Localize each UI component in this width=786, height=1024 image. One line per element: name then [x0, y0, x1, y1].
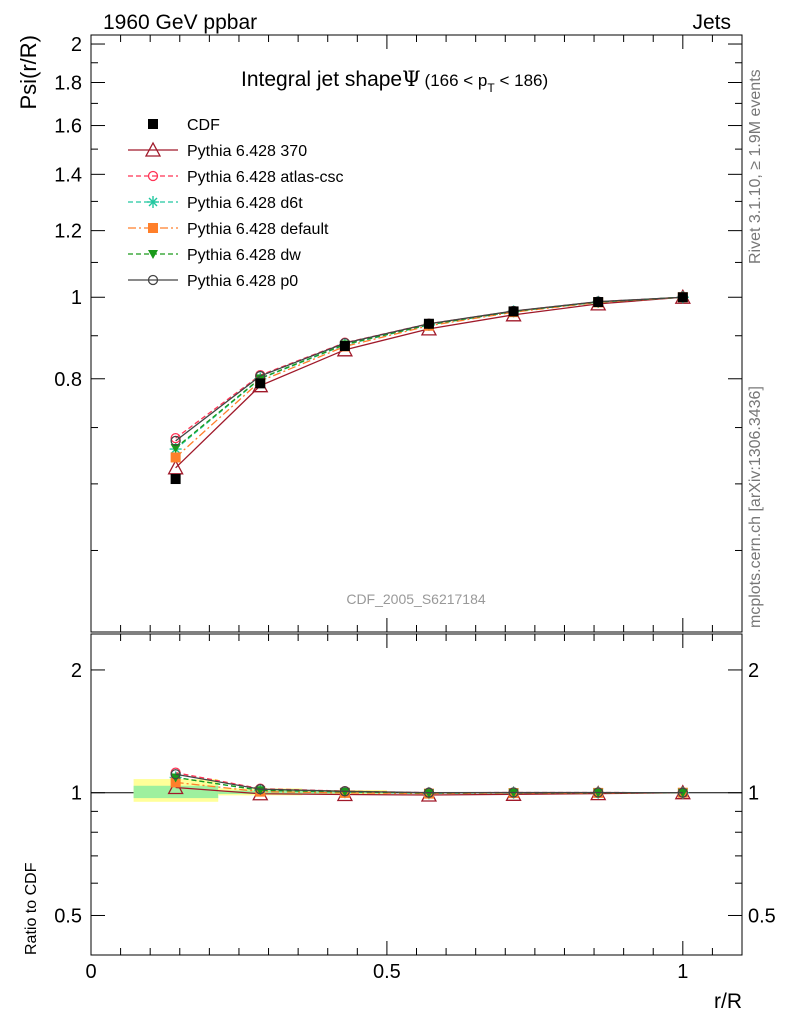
ratio-ytick-label: 1: [71, 783, 82, 805]
ratio-ylabel: Ratio to CDF: [23, 862, 40, 955]
main-ytick-label: 2: [71, 34, 82, 56]
ratio-ytick-label: 0.5: [54, 905, 82, 927]
point-CDF: [677, 292, 688, 303]
point-p0: [170, 435, 181, 446]
ratio-ytick-label-right: 1: [748, 783, 759, 805]
point-default: [170, 452, 181, 463]
ratio-ytick-label-right: 0.5: [748, 905, 776, 927]
point-p370: [167, 459, 184, 475]
legend-marker-dw: [148, 250, 158, 259]
main-ytick-label: 1.6: [54, 116, 82, 138]
legend: CDF Pythia 6.428 370 Pythia 6.428 atlas-cs…: [128, 117, 344, 290]
plot-title-symbol: Ψ: [402, 67, 420, 91]
ratio-point-dw: [593, 788, 604, 798]
ratio-point-dw: [508, 788, 519, 798]
legend-label-default: Pythia 6.428 default: [187, 221, 329, 238]
main-ytick-label: 1.8: [54, 73, 82, 95]
main-ytick-label: 1.4: [54, 164, 82, 186]
ratio-point-p0: [677, 787, 688, 798]
legend-label-d6t: Pythia 6.428 d6t: [187, 195, 303, 212]
main-ytick-label: 1.2: [54, 221, 82, 243]
main-series: [167, 288, 691, 485]
point-CDF: [593, 297, 604, 308]
legend-marker-default: [148, 223, 158, 233]
point-CDF: [255, 378, 266, 389]
main-ytick-label: 0.8: [54, 369, 82, 391]
point-CDF: [508, 306, 519, 317]
ratio-point-dw: [677, 788, 688, 798]
ratio-point-p0: [255, 784, 266, 795]
ratio-point-p0: [508, 787, 519, 798]
ratio-point-p0: [593, 787, 604, 798]
rivet-label: Rivet 3.1.10, ≥ 1.9M events: [747, 69, 764, 264]
ratio-point-p0: [423, 787, 435, 798]
plot-title-range: (166 < p: [425, 71, 488, 90]
ratio-point-dw: [339, 787, 350, 797]
series-line-atlas: [175, 296, 683, 439]
header-left: 1960 GeV ppbar: [103, 11, 257, 34]
plot-title-range-end: < 186): [495, 71, 548, 90]
point-dw: [170, 443, 181, 453]
ratio-ytick-label-right: 2: [748, 660, 759, 682]
point-CDF: [339, 341, 350, 352]
plot-title-sub: T: [487, 81, 495, 95]
legend-label-p0: Pythia 6.428 p0: [187, 273, 298, 290]
legend-label-p370: Pythia 6.428 370: [187, 143, 307, 160]
plot-title: Integral jet shapeΨ (166 < pT < 186): [241, 67, 548, 95]
ratio-series: [167, 767, 691, 802]
ratio-point-dw: [170, 773, 181, 783]
analysis-watermark: CDF_2005_S6217184: [346, 591, 486, 607]
ratio-ytick-label: 2: [71, 660, 82, 682]
legend-label-CDF: CDF: [187, 117, 220, 134]
legend-marker-CDF: [148, 119, 158, 129]
ratio-point-p0: [170, 769, 181, 780]
xtick-label: 0: [85, 961, 96, 983]
main-ytick-label: 1: [71, 287, 82, 309]
plot-title-main: Integral jet shape: [241, 68, 402, 91]
ratio-line-p0: [175, 773, 683, 794]
source-label: mcplots.cern.ch [arXiv:1306.3436]: [747, 386, 764, 628]
legend-marker-p0: [147, 274, 159, 286]
point-CDF: [170, 474, 181, 485]
header-right: Jets: [692, 11, 731, 34]
ratio-point-p0: [339, 786, 351, 797]
ratio-point-dw: [423, 789, 434, 799]
legend-label-atlas: Pythia 6.428 atlas-csc: [187, 169, 344, 186]
xtick-label: 0.5: [373, 961, 401, 983]
legend-marker-d6t: [147, 196, 159, 208]
main-ylabel: Psi(r/R): [16, 35, 41, 110]
legend-label-dw: Pythia 6.428 dw: [187, 247, 301, 264]
main-ticks: 0.8 1 1.2 1.4 1.6 1.8 2: [54, 34, 743, 633]
xlabel: r/R: [714, 990, 742, 1013]
xtick-label: 1: [677, 961, 688, 983]
legend-marker-p370: [144, 141, 162, 157]
ratio-ticks: 0.5 0.5 1 1 2 2 0 0.5 1: [54, 634, 776, 983]
legend-marker-atlas: [147, 170, 159, 182]
point-CDF: [423, 318, 434, 329]
